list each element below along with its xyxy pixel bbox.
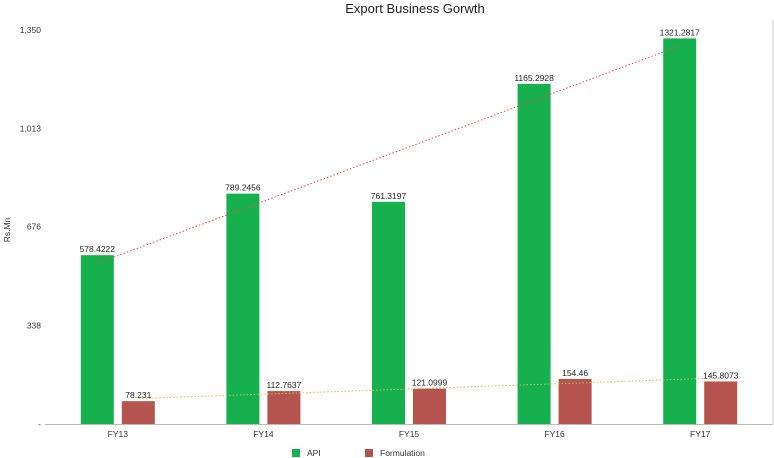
trendline-formulation (138, 377, 721, 400)
bar-api (517, 83, 551, 424)
legend-swatch-api (292, 449, 300, 457)
y-tick-label: 1,013 (20, 123, 42, 133)
data-labels-layer: 578.4222 78.231 789.2456 112.7637 761.3197 12… (80, 27, 739, 400)
x-axis-ticks: FY13 FY14 FY15 FY16 FY17 (108, 429, 711, 439)
data-label: 789.2456 (225, 183, 261, 193)
data-label: 112.7637 (266, 380, 301, 390)
x-tick-label: FY15 (399, 429, 420, 439)
trendlines-layer (97, 45, 721, 400)
bar-formulation (558, 378, 592, 424)
legend-label-formulation: Formulation (380, 448, 425, 458)
y-tick-label: 676 (27, 222, 41, 232)
x-tick-label: FY16 (544, 429, 565, 439)
y-tick-label: 1,350 (20, 25, 42, 35)
bar-formulation (704, 381, 738, 424)
data-label: 78.231 (125, 390, 151, 400)
bar-api (372, 201, 405, 424)
data-label: 154.46 (562, 368, 588, 378)
legend: API Formulation (292, 448, 425, 458)
legend-label-api: API (307, 448, 321, 458)
data-label: 121.0999 (412, 378, 448, 388)
trendline-api (97, 45, 680, 264)
y-axis-ticks: - 338 676 1,013 1,350 (20, 25, 42, 429)
data-label: 1165.2928 (514, 73, 554, 83)
bar-api (663, 38, 697, 424)
x-tick-label: FY13 (108, 429, 129, 439)
bar-api (226, 193, 260, 424)
y-axis-label: Rs.Mn (2, 217, 12, 242)
chart-title: Export Business Gorwth (345, 1, 484, 16)
x-tick-label: FY14 (253, 429, 274, 439)
data-label: 1321.2817 (660, 27, 700, 37)
bar-formulation (121, 401, 155, 424)
data-label: 145.8073 (703, 370, 739, 380)
bars-layer (80, 38, 738, 424)
y-tick-label: - (38, 419, 41, 429)
data-label: 578.4222 (80, 244, 116, 254)
bar-formulation (413, 388, 446, 424)
y-tick-label: 338 (27, 320, 41, 330)
data-label: 761.3197 (371, 191, 407, 201)
bar-formulation (267, 391, 301, 424)
bar-api (80, 255, 114, 424)
legend-swatch-formulation (365, 449, 373, 457)
x-tick-label: FY17 (690, 429, 711, 439)
